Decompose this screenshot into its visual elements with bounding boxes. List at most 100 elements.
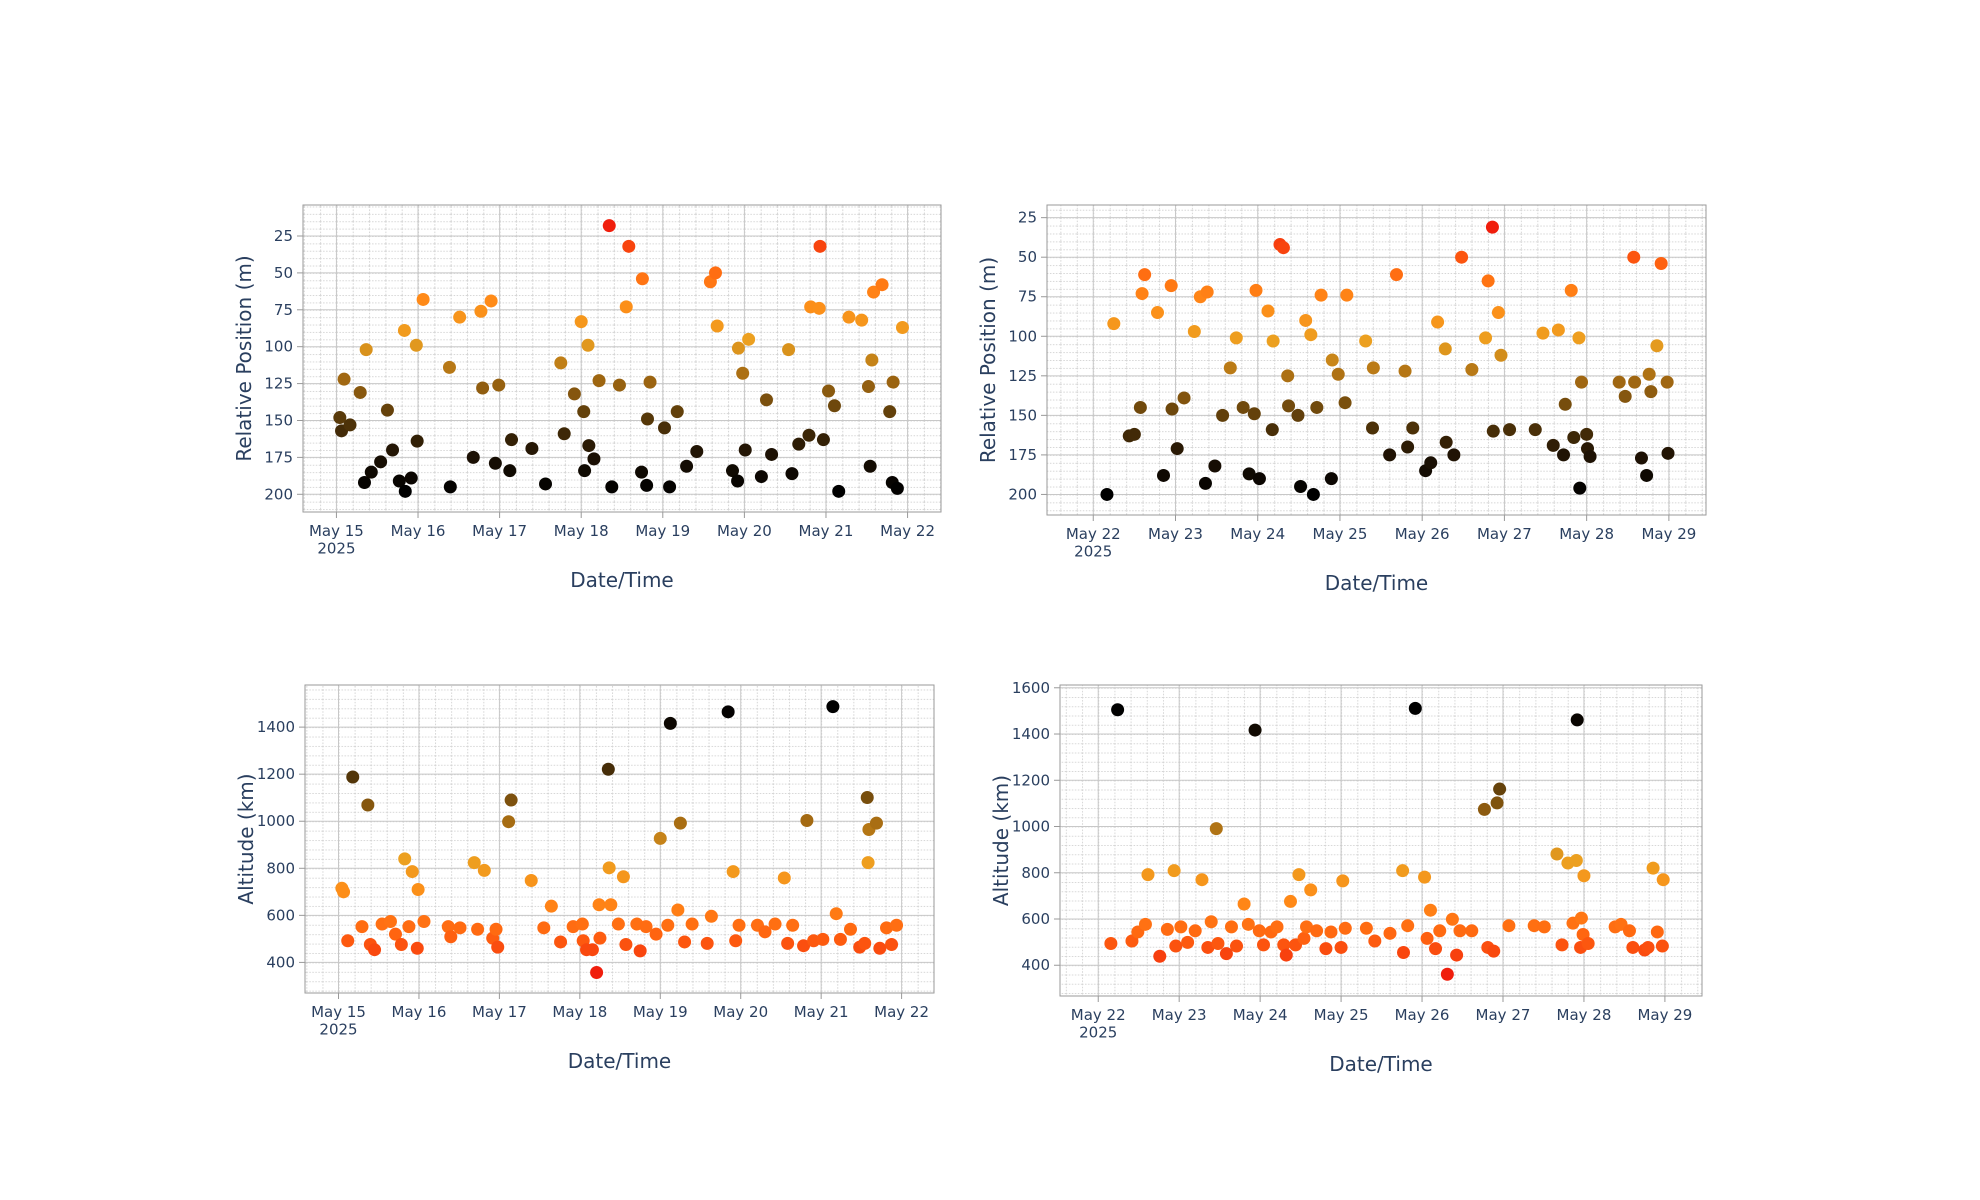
x-tick-label: May 29 [1641,525,1696,543]
point [729,934,743,948]
point [411,882,425,896]
point [1334,940,1348,954]
point [503,464,517,478]
point [1169,939,1183,953]
point [781,936,795,950]
point [1338,396,1352,410]
point [544,899,558,913]
point [1300,920,1314,934]
point [1573,481,1587,495]
point [1453,924,1467,938]
point [364,465,378,479]
point [361,798,375,812]
point [777,871,791,885]
point [1640,468,1654,482]
point [1551,323,1565,337]
point [1486,424,1500,438]
point [1485,220,1499,234]
point [1575,375,1589,389]
point [355,920,369,934]
y-axis-title: Altitude (km) [234,773,258,904]
point [649,927,663,941]
point [1618,389,1632,403]
point [732,918,746,932]
point [842,310,856,324]
point [1359,921,1373,935]
point [1236,400,1250,414]
point [380,403,394,417]
point [409,338,423,352]
point [1299,313,1313,327]
y-tick-label: 600 [1021,910,1050,928]
point [1494,348,1508,362]
point [1389,268,1403,282]
point [333,411,347,425]
point [602,861,616,875]
point [1642,367,1656,381]
y-tick-label: 1200 [257,765,295,783]
point [1276,241,1290,255]
point [1406,421,1420,435]
point [671,903,685,917]
y-tick-label: 150 [264,411,293,429]
point [1622,924,1636,938]
y-tick-label: 125 [1008,367,1037,385]
point [612,378,626,392]
point [622,239,636,253]
point [895,321,909,335]
point [855,313,869,327]
x-axis-title: Date/Time [1329,1052,1433,1076]
point [524,874,538,888]
point [443,480,457,494]
x-tick-label: May 18 [552,1003,607,1021]
point [1424,456,1438,470]
x-tick-label: May 29 [1637,1006,1692,1024]
x-tick-label: May 20 [713,1003,768,1021]
point [663,716,677,730]
x-tick-label: May 22 [880,522,935,540]
point [1283,894,1297,908]
y-tick-label: 125 [264,375,293,393]
point [754,470,768,484]
x-tick-label: May 22 [874,1003,929,1021]
x-tick-label: May 28 [1559,525,1614,543]
point [1266,334,1280,348]
point [1165,402,1179,416]
point [1481,274,1495,288]
point [539,477,553,491]
point [680,459,694,473]
point [1170,442,1184,456]
point [1627,250,1641,264]
point [398,852,412,866]
point [619,938,633,952]
point [1306,487,1320,501]
point [582,439,596,453]
y-tick-label: 1400 [1012,725,1050,743]
point [1138,268,1152,282]
minor-grid [303,205,941,512]
point [829,907,843,921]
point [816,932,830,946]
point [1181,935,1195,949]
point [605,480,619,494]
point [410,941,424,955]
y-tick-label: 175 [264,448,293,466]
point [1440,967,1454,981]
y-tick-label: 100 [1008,327,1037,345]
point [1281,369,1295,383]
point [635,465,649,479]
point [1438,342,1452,356]
x-tick-label: May 19 [635,522,690,540]
point [800,814,814,828]
point [1401,440,1415,454]
point [1655,939,1669,953]
point [477,863,491,877]
point [1479,331,1493,345]
plot-frame [1046,204,1707,516]
point [1187,325,1201,339]
point [476,381,490,395]
point [816,433,830,447]
point [441,920,455,934]
y-tick-label: 75 [1018,288,1037,306]
point [471,922,485,936]
